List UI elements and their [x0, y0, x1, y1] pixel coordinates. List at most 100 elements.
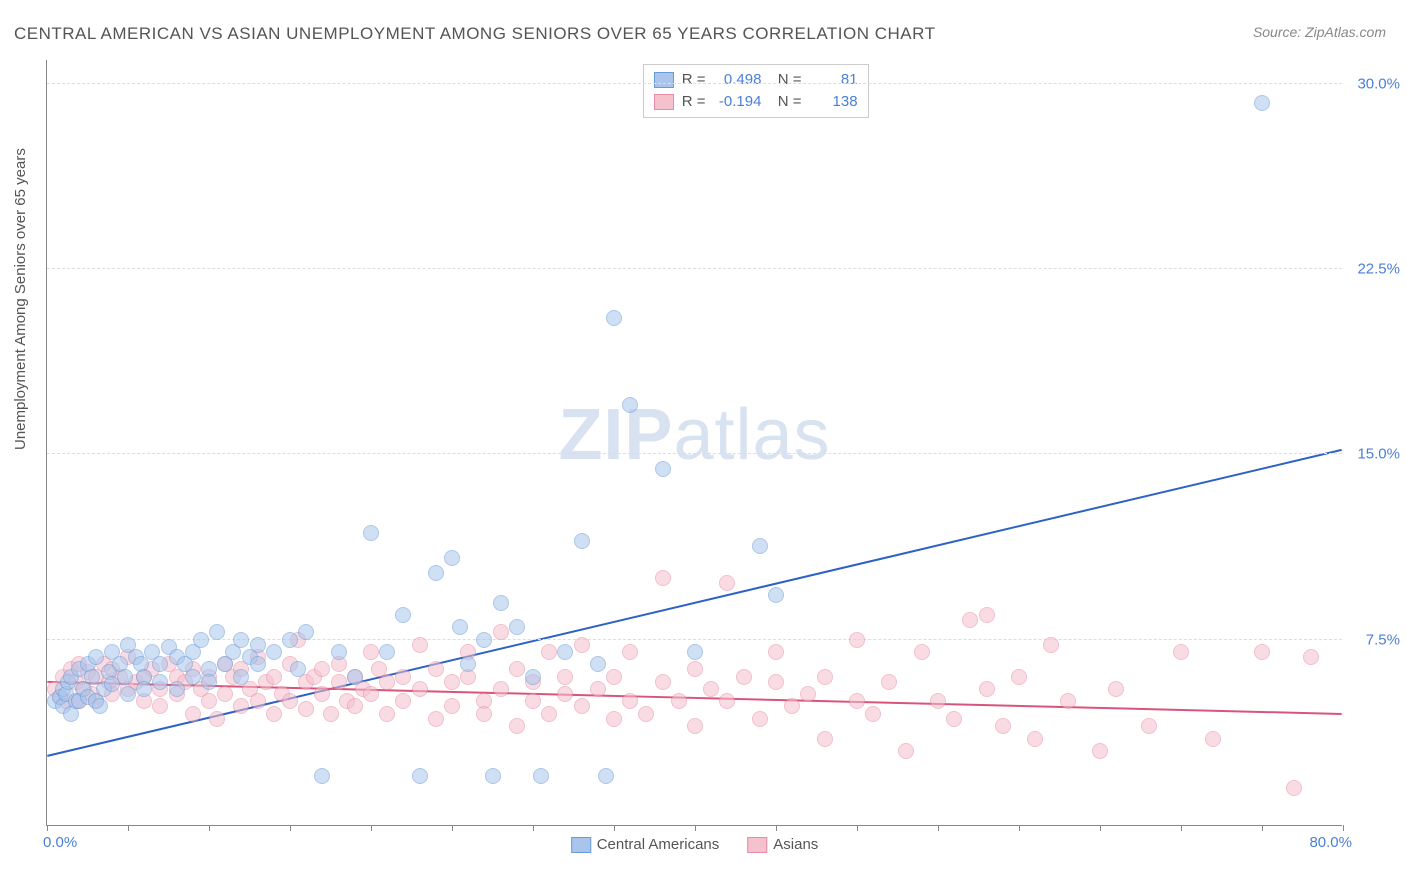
stat-n-value: 81 — [810, 69, 858, 91]
x-tick — [452, 825, 453, 831]
gridline-h — [47, 83, 1342, 84]
x-tick — [695, 825, 696, 831]
data-point — [1205, 731, 1221, 747]
source-attribution: Source: ZipAtlas.com — [1253, 24, 1386, 40]
data-point — [817, 731, 833, 747]
x-tick — [533, 825, 534, 831]
data-point — [1303, 649, 1319, 665]
data-point — [331, 644, 347, 660]
x-tick — [47, 825, 48, 831]
stat-r-value: 0.498 — [713, 69, 761, 91]
data-point — [444, 674, 460, 690]
gridline-h — [47, 453, 1342, 454]
data-point — [298, 624, 314, 640]
x-tick — [938, 825, 939, 831]
data-point — [541, 644, 557, 660]
data-point — [185, 706, 201, 722]
data-point — [574, 533, 590, 549]
x-tick — [614, 825, 615, 831]
data-point — [117, 669, 133, 685]
data-point — [509, 661, 525, 677]
data-point — [136, 681, 152, 697]
data-point — [493, 595, 509, 611]
stat-n-value: 138 — [810, 91, 858, 113]
data-point — [233, 698, 249, 714]
data-point — [379, 644, 395, 660]
data-point — [282, 693, 298, 709]
data-point — [598, 768, 614, 784]
watermark-rest: atlas — [673, 394, 830, 474]
data-point — [233, 632, 249, 648]
data-point — [152, 674, 168, 690]
data-point — [1286, 780, 1302, 796]
data-point — [590, 656, 606, 672]
data-point — [290, 661, 306, 677]
legend-item: Asians — [747, 836, 818, 853]
stat-r-label: R = — [682, 91, 706, 113]
data-point — [768, 587, 784, 603]
x-tick — [1100, 825, 1101, 831]
data-point — [395, 607, 411, 623]
data-point — [476, 706, 492, 722]
data-point — [849, 693, 865, 709]
data-point — [412, 637, 428, 653]
x-tick — [371, 825, 372, 831]
data-point — [347, 698, 363, 714]
series-swatch — [654, 94, 674, 110]
data-point — [476, 632, 492, 648]
data-point — [898, 743, 914, 759]
data-point — [152, 656, 168, 672]
data-point — [557, 644, 573, 660]
data-point — [881, 674, 897, 690]
data-point — [655, 461, 671, 477]
data-point — [1043, 637, 1059, 653]
data-point — [428, 661, 444, 677]
data-point — [768, 644, 784, 660]
data-point — [687, 718, 703, 734]
data-point — [120, 686, 136, 702]
data-point — [946, 711, 962, 727]
data-point — [395, 693, 411, 709]
data-point — [1060, 693, 1076, 709]
data-point — [193, 632, 209, 648]
data-point — [444, 698, 460, 714]
stats-row: R =-0.194 N =138 — [654, 91, 858, 113]
data-point — [266, 644, 282, 660]
data-point — [574, 637, 590, 653]
x-tick — [857, 825, 858, 831]
data-point — [800, 686, 816, 702]
data-point — [428, 565, 444, 581]
data-point — [298, 701, 314, 717]
data-point — [622, 693, 638, 709]
data-point — [185, 669, 201, 685]
data-point — [331, 674, 347, 690]
data-point — [914, 644, 930, 660]
chart-title: CENTRAL AMERICAN VS ASIAN UNEMPLOYMENT A… — [14, 24, 935, 44]
data-point — [452, 619, 468, 635]
data-point — [209, 624, 225, 640]
data-point — [784, 698, 800, 714]
data-point — [1092, 743, 1108, 759]
data-point — [687, 661, 703, 677]
data-point — [817, 669, 833, 685]
data-point — [379, 706, 395, 722]
data-point — [412, 681, 428, 697]
data-point — [606, 310, 622, 326]
data-point — [995, 718, 1011, 734]
data-point — [703, 681, 719, 697]
data-point — [930, 693, 946, 709]
data-point — [250, 693, 266, 709]
data-point — [525, 669, 541, 685]
data-point — [169, 681, 185, 697]
data-point — [509, 718, 525, 734]
data-point — [379, 674, 395, 690]
data-point — [574, 698, 590, 714]
data-point — [250, 656, 266, 672]
x-axis-min-label: 0.0% — [43, 834, 77, 851]
data-point — [622, 644, 638, 660]
x-tick — [1019, 825, 1020, 831]
data-point — [88, 649, 104, 665]
data-point — [655, 674, 671, 690]
stats-row: R =0.498 N =81 — [654, 69, 858, 91]
data-point — [849, 632, 865, 648]
